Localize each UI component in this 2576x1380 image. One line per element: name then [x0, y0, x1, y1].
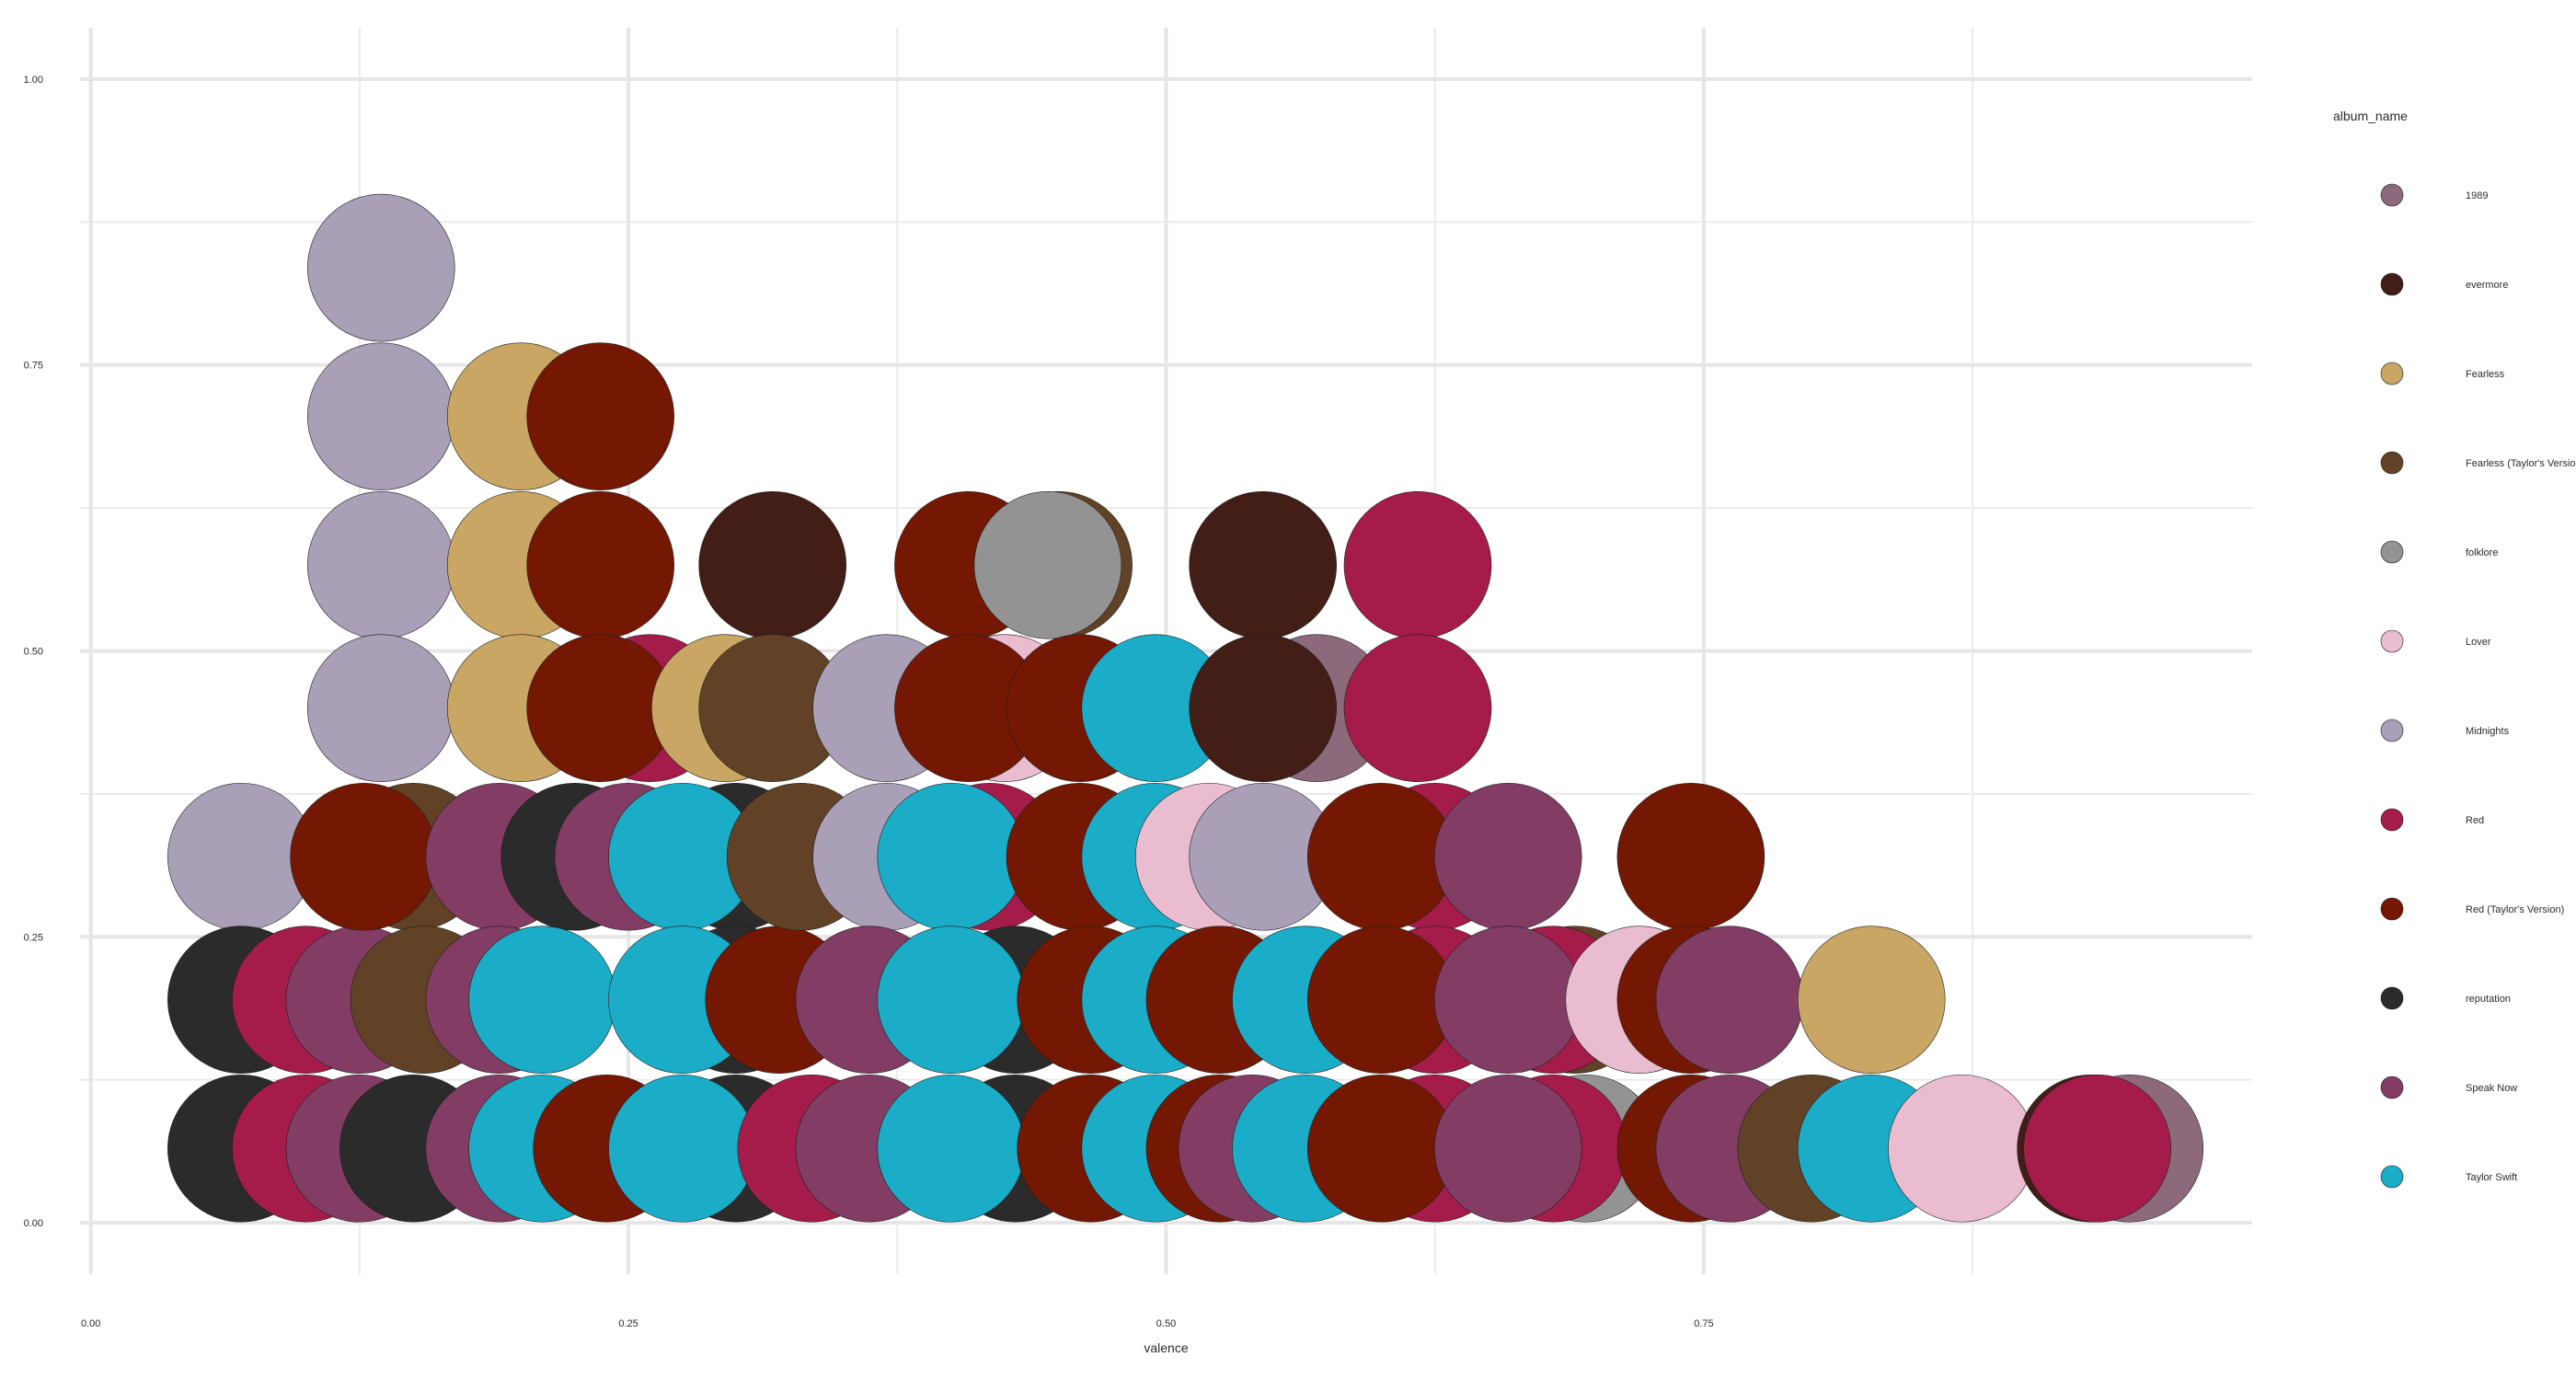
data-point	[698, 490, 847, 639]
legend-key	[2380, 1075, 2404, 1099]
data-point	[526, 342, 675, 490]
data-point	[1306, 926, 1455, 1074]
data-point	[306, 193, 455, 342]
x-axis-title: valence	[1144, 1340, 1188, 1355]
y-tick-label: 0.00	[24, 1218, 43, 1229]
data-point	[973, 490, 1122, 639]
data-point	[1433, 926, 1582, 1074]
legend: album_name 1989 evermore Fearless Fearless …	[2333, 109, 2576, 1189]
legend-label: Fearless (Taylor's Version)	[2466, 458, 2576, 469]
data-point	[1433, 1074, 1582, 1223]
legend-label: Midnights	[2466, 726, 2510, 737]
data-point	[306, 342, 455, 490]
y-tick-label: 1.00	[24, 75, 43, 86]
data-point	[1306, 1074, 1455, 1223]
legend-key	[2380, 272, 2404, 296]
y-tick-label: 0.75	[24, 361, 43, 372]
data-point	[1888, 1074, 2036, 1223]
legend-label: folklore	[2466, 547, 2498, 558]
data-point	[1343, 490, 1492, 639]
data-point	[1343, 634, 1492, 782]
data-point	[1616, 782, 1765, 931]
data-point	[1189, 490, 1337, 639]
y-axis-tick-labels: 0.00 0.25 0.50 0.75 1.00	[24, 75, 43, 1229]
data-point	[608, 1074, 756, 1223]
legend-label: reputation	[2466, 994, 2511, 1005]
legend-label: 1989	[2466, 190, 2488, 201]
x-tick-label: 0.50	[1156, 1318, 1176, 1329]
y-tick-label: 0.50	[24, 647, 43, 658]
legend-label: Speak Now	[2466, 1083, 2517, 1094]
legend-items: 1989 evermore Fearless Fearless (Taylor's V…	[2380, 183, 2576, 1189]
data-point	[1306, 782, 1455, 931]
x-tick-label: 0.75	[1694, 1318, 1713, 1329]
legend-label: Taylor Swift	[2466, 1172, 2517, 1183]
data-point	[1433, 782, 1582, 931]
legend-key	[2380, 986, 2404, 1010]
data-point	[290, 782, 438, 931]
legend-key	[2380, 629, 2404, 653]
legend-label: Lover	[2466, 637, 2491, 648]
legend-label: Red (Taylor's Version)	[2466, 904, 2564, 915]
legend-key	[2380, 897, 2404, 921]
legend-label: Fearless	[2466, 369, 2505, 380]
legend-key	[2380, 183, 2404, 207]
data-point	[877, 782, 1026, 931]
data-point	[877, 926, 1026, 1074]
y-tick-label: 0.25	[24, 932, 43, 943]
data-points	[167, 193, 2204, 1223]
x-axis-tick-labels: 0.00 0.25 0.50 0.75	[81, 1318, 1714, 1329]
data-point	[2023, 1074, 2171, 1223]
data-point	[1655, 926, 1804, 1074]
legend-key	[2380, 1165, 2404, 1189]
legend-key	[2380, 362, 2404, 385]
legend-label: evermore	[2466, 280, 2508, 291]
legend-title: album_name	[2333, 109, 2408, 123]
data-point	[526, 490, 675, 639]
data-point	[1797, 926, 1946, 1074]
legend-key	[2380, 451, 2404, 475]
x-tick-label: 0.00	[81, 1318, 100, 1329]
legend-key	[2380, 719, 2404, 742]
data-point	[306, 634, 455, 782]
data-point	[468, 926, 616, 1074]
x-tick-label: 0.25	[618, 1318, 638, 1329]
data-point	[1189, 634, 1337, 782]
legend-key	[2380, 808, 2404, 832]
data-point	[877, 1074, 1026, 1223]
data-point	[306, 490, 455, 639]
legend-label: Red	[2466, 815, 2484, 826]
legend-key	[2380, 540, 2404, 564]
